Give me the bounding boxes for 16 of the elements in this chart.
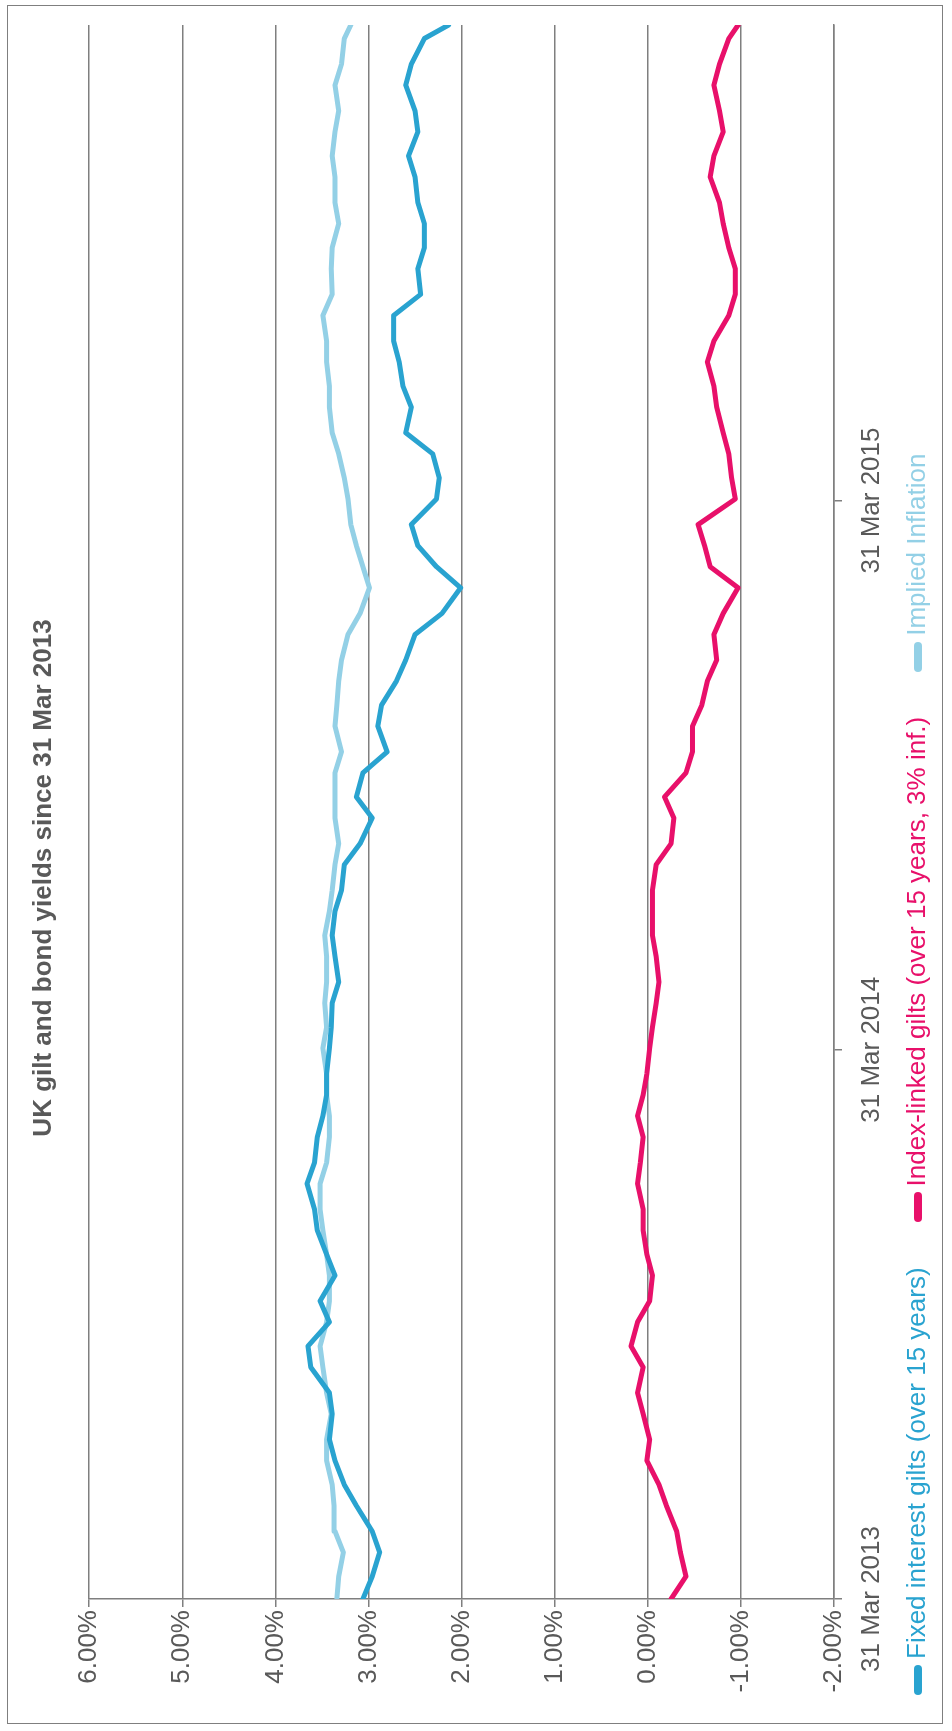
x-tick-label: -2.00% — [817, 1610, 848, 1693]
text: UK gilt and bond yields since 31 Mar 2013 — [26, 619, 57, 1137]
x-tick-label: 2.00% — [444, 1610, 475, 1684]
x-tick-label: 4.00% — [258, 1610, 289, 1684]
text: Fixed interest gilts (over 15 years) — [901, 1267, 932, 1659]
x-tick-label: 5.00% — [165, 1610, 196, 1684]
y-tick-label: 31 Mar 2015 — [855, 427, 886, 574]
x-tick-label: 1.00% — [537, 1610, 568, 1684]
text: Implied Inflation — [901, 453, 932, 636]
text: Index-linked gilts (over 15 years, 3% inf.) — [901, 716, 932, 1187]
x-tick-label: -1.00% — [724, 1610, 755, 1693]
y-tick-label: 31 Mar 2013 — [855, 1526, 886, 1672]
x-tick-label: 3.00% — [351, 1610, 382, 1684]
x-tick-label: 6.00% — [72, 1610, 103, 1684]
x-tick-label: 0.00% — [630, 1610, 661, 1684]
y-tick-label: 31 Mar 2014 — [855, 976, 886, 1123]
